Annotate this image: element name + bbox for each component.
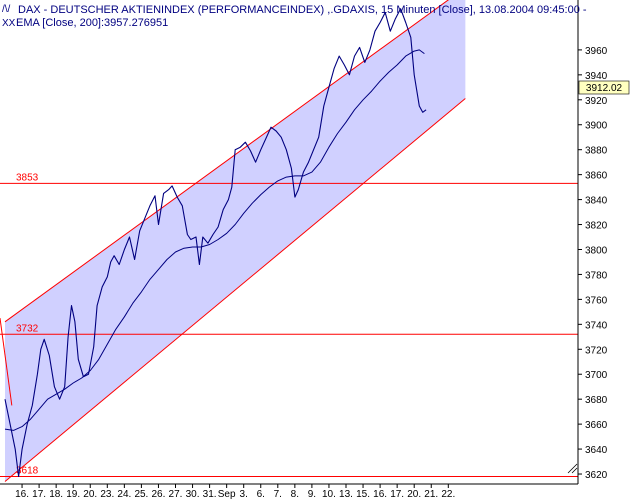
y-axis-ticks: 3620 3640 3660 3680 3700 3720 3740 3760 3780 3800… bbox=[578, 46, 608, 481]
level-label: 3618 bbox=[16, 466, 39, 477]
channel-lower-line bbox=[4, 98, 466, 482]
x-tick-label: 6. bbox=[257, 489, 265, 500]
x-tick-label: 31. bbox=[203, 489, 217, 500]
y-tick-label: 3900 bbox=[585, 121, 608, 132]
x-axis-ticks: 16. 17. 18. 19. 20. 23. 24. 25. 26. 27. 30. 31. Sep 3… bbox=[15, 484, 455, 500]
y-tick-label: 3820 bbox=[585, 221, 608, 232]
x-tick-label: 15. bbox=[356, 489, 370, 500]
channel-left-edge bbox=[0, 318, 13, 406]
y-tick-label: 3800 bbox=[585, 245, 608, 256]
x-tick-label: 22. bbox=[441, 489, 455, 500]
ema-legend-icon: XX bbox=[2, 18, 16, 29]
ema-indicator-label: EMA [Close, 200]:3957.276951 bbox=[16, 17, 168, 29]
x-tick-label: 7. bbox=[274, 489, 282, 500]
y-tick-label: 3940 bbox=[585, 71, 608, 82]
y-tick-label: 3840 bbox=[585, 196, 608, 207]
x-tick-label: 16. bbox=[15, 489, 29, 500]
x-tick-label: 21. bbox=[424, 489, 438, 500]
x-tick-label: 23. bbox=[100, 489, 114, 500]
y-tick-label: 3860 bbox=[585, 171, 608, 182]
chart-header: /\/ DAX - DEUTSCHER AKTIENINDEX (PERFORM… bbox=[2, 4, 587, 29]
price-series-line bbox=[4, 8, 427, 478]
x-tick-label: 26. bbox=[151, 489, 165, 500]
x-tick-label: 30. bbox=[186, 489, 200, 500]
y-tick-label: 3740 bbox=[585, 320, 608, 331]
x-tick-label: 17. bbox=[390, 489, 404, 500]
y-tick-label: 3640 bbox=[585, 445, 608, 456]
y-tick-label: 3960 bbox=[585, 46, 608, 57]
x-tick-label: 24. bbox=[117, 489, 131, 500]
x-tick-label: 25. bbox=[134, 489, 148, 500]
x-tick-label: Sep bbox=[218, 489, 236, 500]
y-tick-label: 3680 bbox=[585, 395, 608, 406]
x-tick-label: 18. bbox=[49, 489, 63, 500]
y-tick-label: 3880 bbox=[585, 146, 608, 157]
x-tick-label: 9. bbox=[308, 489, 316, 500]
x-tick-label: 19. bbox=[66, 489, 80, 500]
y-tick-label: 3780 bbox=[585, 270, 608, 281]
x-tick-label: 8. bbox=[291, 489, 299, 500]
y-tick-label: 3620 bbox=[585, 470, 608, 481]
last-price-label-text: 3912.02 bbox=[586, 83, 623, 94]
y-tick-label: 3920 bbox=[585, 96, 608, 107]
level-label: 3853 bbox=[16, 172, 39, 183]
trend-channel-fill bbox=[5, 0, 466, 482]
level-label: 3732 bbox=[16, 323, 39, 334]
x-tick-label: 17. bbox=[32, 489, 46, 500]
y-tick-label: 3700 bbox=[585, 370, 608, 381]
x-tick-label: 13. bbox=[339, 489, 353, 500]
chart-title: DAX - DEUTSCHER AKTIENINDEX (PERFORMANCE… bbox=[18, 4, 587, 16]
x-tick-label: 20. bbox=[407, 489, 421, 500]
x-tick-label: 10. bbox=[322, 489, 336, 500]
x-tick-label: 3. bbox=[240, 489, 248, 500]
x-axis-panel bbox=[0, 484, 578, 502]
last-price-label-background bbox=[578, 80, 630, 95]
ema-series-line bbox=[4, 49, 425, 431]
last-price-label: 3912.02 bbox=[578, 80, 630, 95]
x-tick-label: 16. bbox=[373, 489, 387, 500]
horizontal-levels: 3853 3732 3618 bbox=[0, 172, 578, 478]
y-tick-label: 3760 bbox=[585, 295, 608, 306]
y-tick-label: 3660 bbox=[585, 420, 608, 431]
y-tick-label: 3720 bbox=[585, 345, 608, 356]
x-tick-label: 27. bbox=[169, 489, 183, 500]
resize-handle[interactable] bbox=[567, 463, 578, 474]
price-legend-icon: /\/ bbox=[2, 4, 11, 15]
x-tick-label: 20. bbox=[83, 489, 97, 500]
